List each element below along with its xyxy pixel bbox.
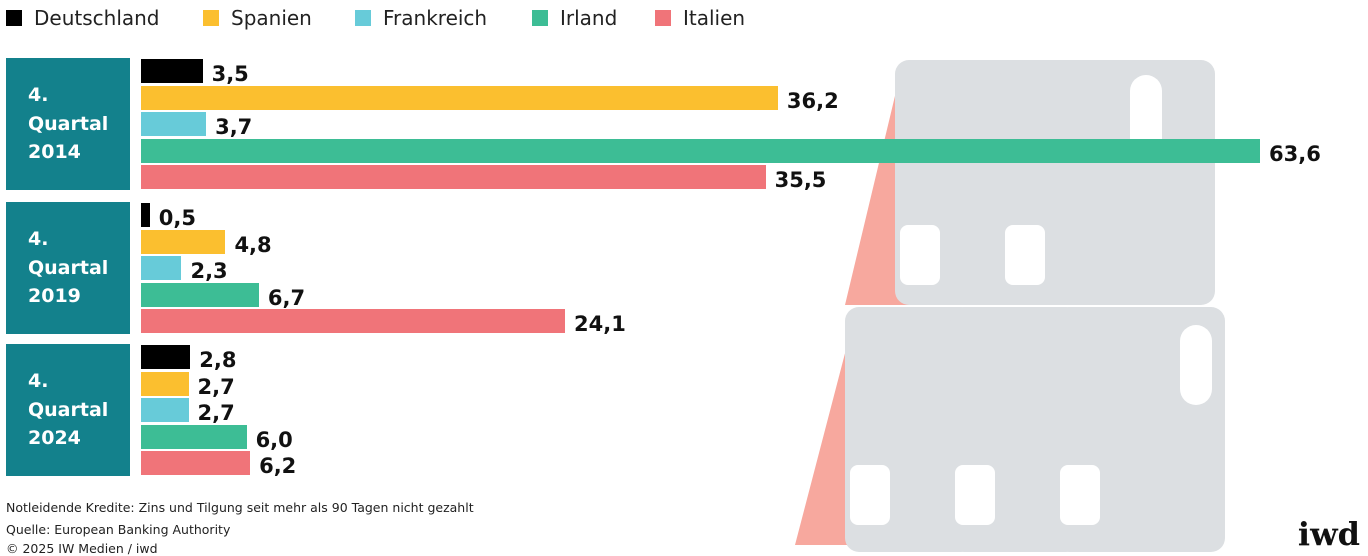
- legend-swatch: [532, 10, 548, 26]
- group-box: 4. Quartal 2024: [6, 344, 130, 476]
- legend-swatch: [203, 10, 219, 26]
- logo: iwd: [1298, 516, 1360, 552]
- bar: [141, 283, 259, 307]
- category-label: 4. Quartal 2014: [6, 81, 108, 167]
- value-label: 2,8: [199, 348, 236, 372]
- legend-item: Frankreich: [355, 6, 487, 30]
- value-label: 3,7: [215, 115, 252, 139]
- bar: [141, 425, 247, 449]
- category-label: 4. Quartal 2019: [6, 225, 108, 311]
- background-illustration: [790, 55, 1240, 556]
- legend-label: Irland: [560, 6, 617, 30]
- legend-item: Spanien: [203, 6, 312, 30]
- bar: [141, 345, 190, 369]
- legend-swatch: [355, 10, 371, 26]
- chart: Deutschland Spanien Frankreich Irland Italie…: [0, 0, 1368, 556]
- value-label: 24,1: [574, 312, 626, 336]
- bar: [141, 451, 250, 475]
- group-box: 4. Quartal 2014: [6, 58, 130, 190]
- legend-swatch: [655, 10, 671, 26]
- legend-label: Frankreich: [383, 6, 487, 30]
- legend-label: Spanien: [231, 6, 312, 30]
- value-label: 2,7: [198, 375, 235, 399]
- value-label: 2,3: [190, 259, 227, 283]
- bar: [141, 256, 181, 280]
- value-label: 0,5: [159, 206, 196, 230]
- bar: [141, 112, 206, 136]
- copyright: © 2025 IW Medien / iwd: [6, 541, 158, 556]
- legend-label: Italien: [683, 6, 745, 30]
- bar: [141, 165, 766, 189]
- value-label: 35,5: [775, 168, 827, 192]
- value-label: 6,2: [259, 454, 296, 478]
- value-label: 63,6: [1269, 142, 1321, 166]
- bar: [141, 139, 1260, 163]
- bar: [141, 203, 150, 227]
- bar: [141, 86, 778, 110]
- category-label: 4. Quartal 2024: [6, 367, 108, 453]
- bar: [141, 59, 203, 83]
- value-label: 2,7: [198, 401, 235, 425]
- legend-item: Deutschland: [6, 6, 160, 30]
- bar: [141, 372, 189, 396]
- value-label: 6,7: [268, 286, 305, 310]
- legend-label: Deutschland: [34, 6, 160, 30]
- source: Quelle: European Banking Authority: [6, 522, 230, 537]
- legend-item: Irland: [532, 6, 617, 30]
- legend-item: Italien: [655, 6, 745, 30]
- value-label: 36,2: [787, 89, 839, 113]
- note: Notleidende Kredite: Zins und Tilgung se…: [6, 500, 474, 515]
- value-label: 6,0: [256, 428, 293, 452]
- bar: [141, 309, 565, 333]
- group-box: 4. Quartal 2019: [6, 202, 130, 334]
- value-label: 3,5: [212, 62, 249, 86]
- bar: [141, 398, 189, 422]
- legend-swatch: [6, 10, 22, 26]
- value-label: 4,8: [234, 233, 271, 257]
- bar: [141, 230, 225, 254]
